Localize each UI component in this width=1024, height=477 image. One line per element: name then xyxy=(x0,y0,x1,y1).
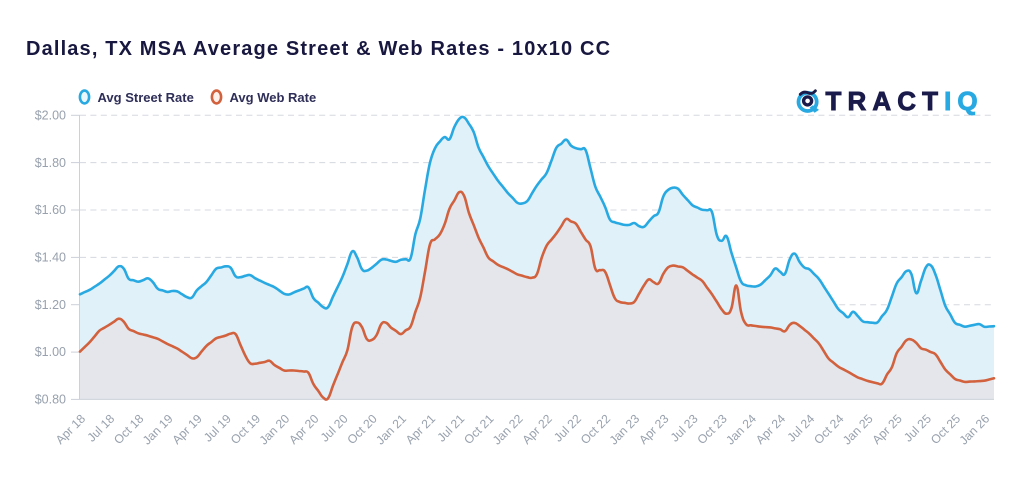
svg-text:$1.00: $1.00 xyxy=(35,345,66,359)
svg-text:$1.40: $1.40 xyxy=(35,251,66,265)
svg-text:$1.80: $1.80 xyxy=(35,156,66,170)
svg-text:$1.20: $1.20 xyxy=(35,298,66,312)
svg-text:$0.80: $0.80 xyxy=(35,393,66,407)
svg-text:TRACTIQ: TRACTIQ xyxy=(826,86,984,116)
svg-text:$1.60: $1.60 xyxy=(35,203,66,217)
svg-text:$2.00: $2.00 xyxy=(35,109,66,123)
svg-text:Avg Street Rate: Avg Street Rate xyxy=(98,90,194,105)
svg-text:Dallas, TX MSA Average Street: Dallas, TX MSA Average Street & Web Rate… xyxy=(26,38,611,60)
svg-text:Avg Web Rate: Avg Web Rate xyxy=(230,90,317,105)
